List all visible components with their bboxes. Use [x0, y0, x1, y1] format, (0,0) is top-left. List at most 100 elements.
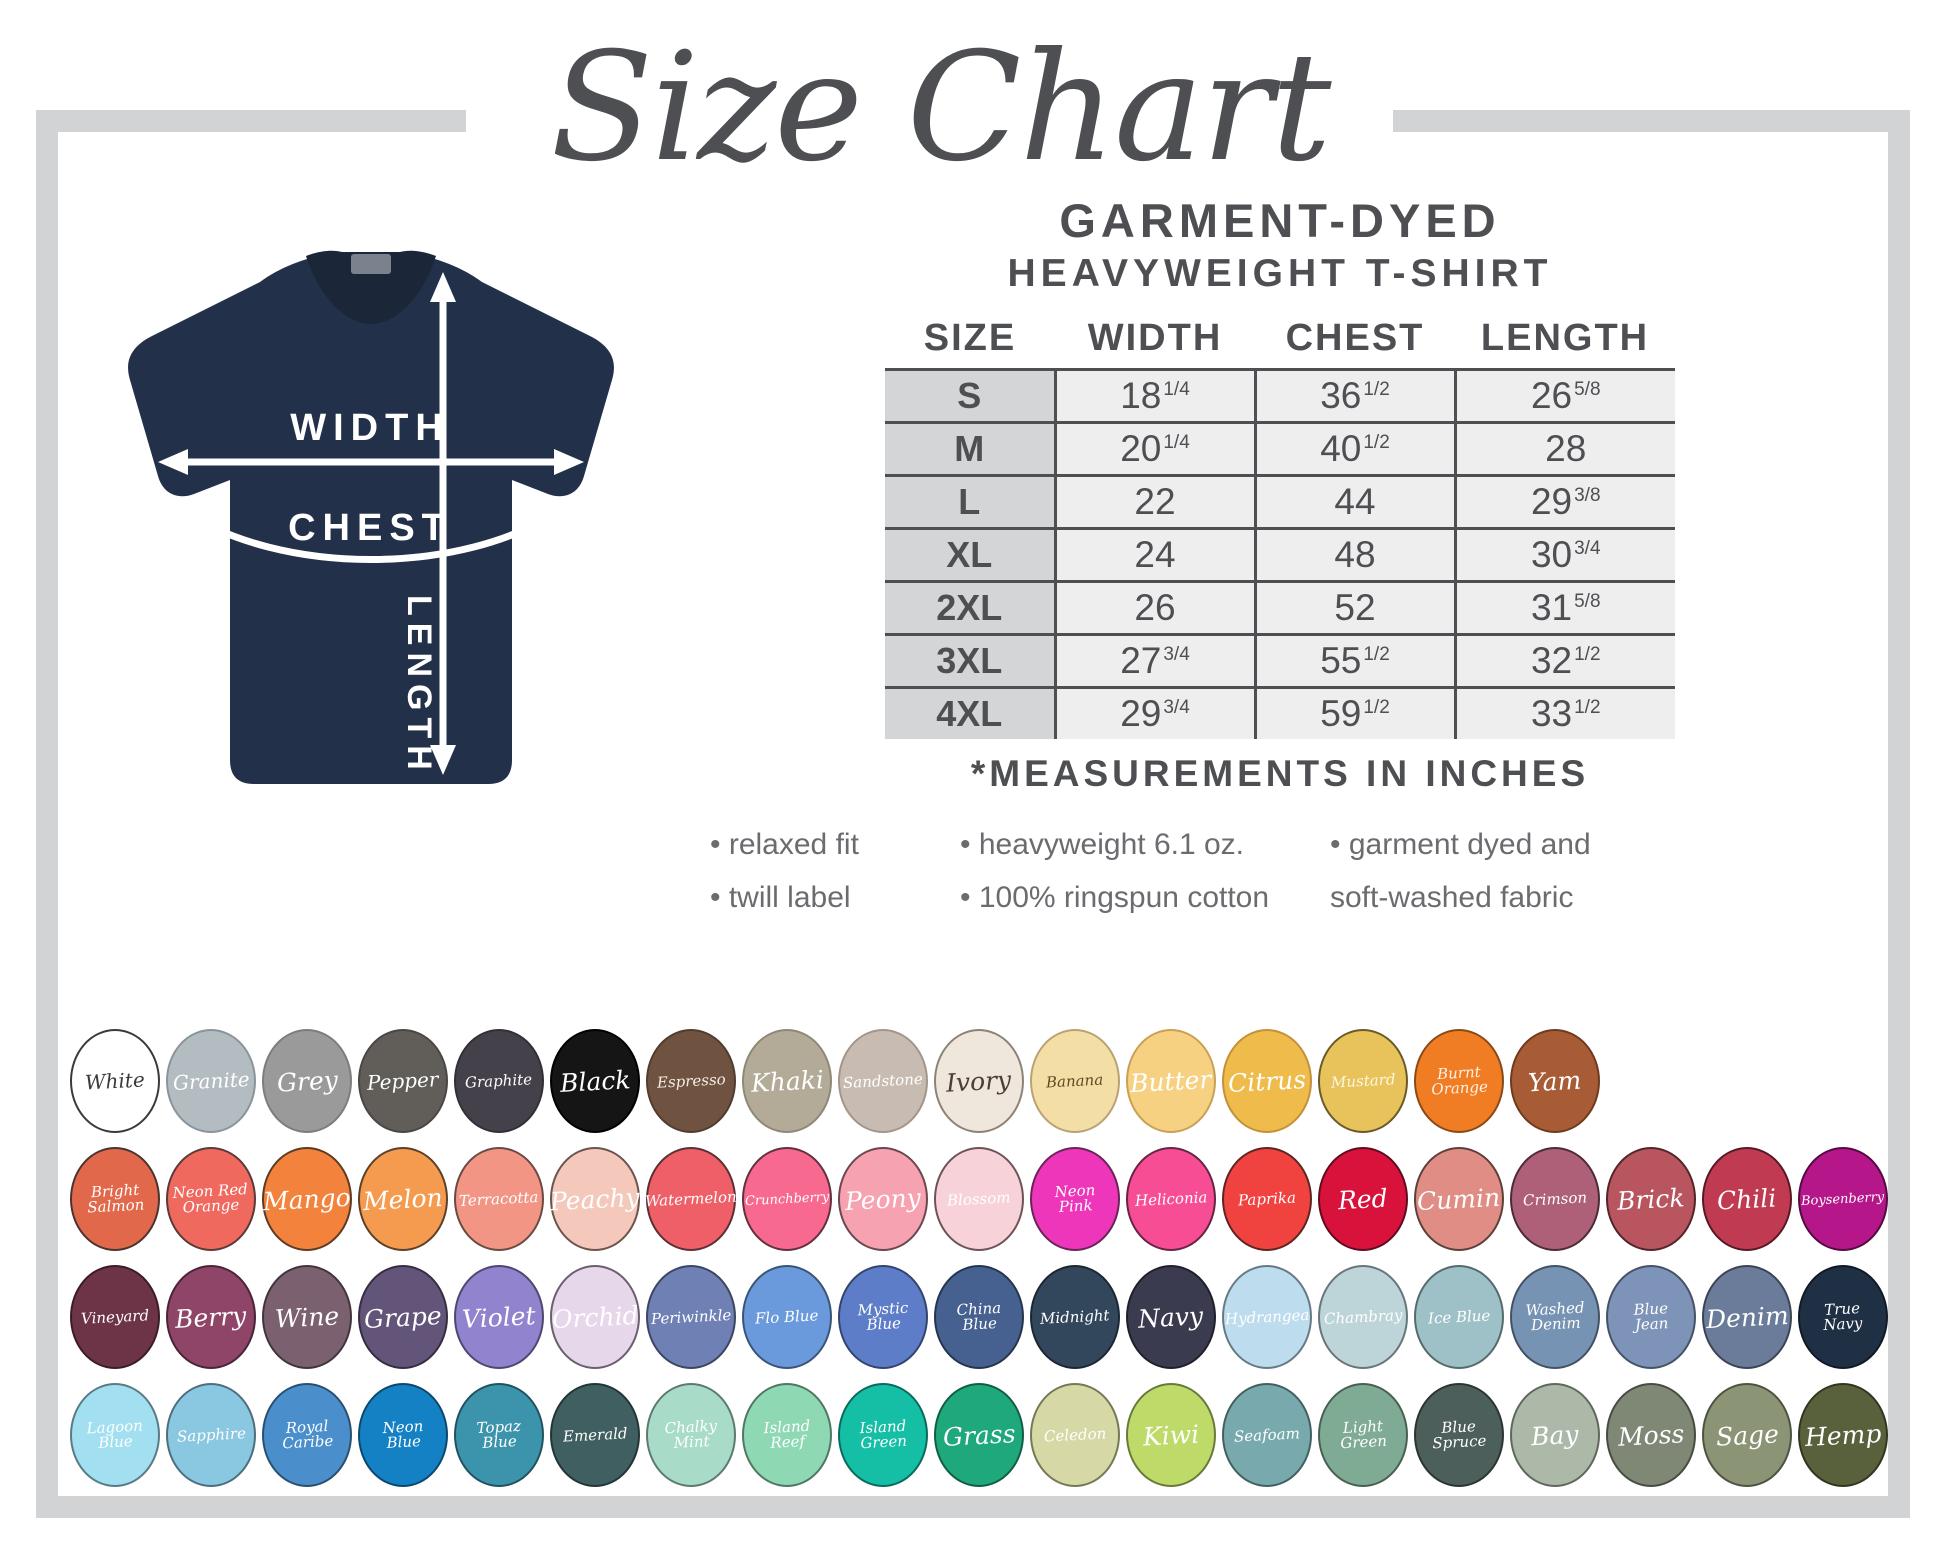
color-swatch[interactable]: Mustard: [1318, 1029, 1408, 1133]
color-swatch[interactable]: Crunchberry: [742, 1147, 832, 1251]
color-swatch[interactable]: Island Reef: [742, 1383, 832, 1487]
color-swatch[interactable]: Burnt Orange: [1414, 1029, 1504, 1133]
color-swatch[interactable]: Boysenberry: [1798, 1147, 1888, 1251]
frame-border-right: [1888, 110, 1910, 1518]
color-swatch[interactable]: Paprika: [1222, 1147, 1312, 1251]
color-swatch[interactable]: Neon Blue: [358, 1383, 448, 1487]
color-swatch[interactable]: Banana: [1030, 1029, 1120, 1133]
feature-item: • relaxed fit: [710, 828, 859, 862]
shirt-width-label: WIDTH: [290, 407, 450, 449]
color-swatch[interactable]: Crimson: [1510, 1147, 1600, 1251]
color-swatch[interactable]: Bright Salmon: [70, 1147, 160, 1251]
cell-length: 31 5/8: [1453, 580, 1675, 637]
color-swatch[interactable]: China Blue: [934, 1265, 1024, 1369]
color-swatch[interactable]: Peony: [838, 1147, 928, 1251]
color-swatch[interactable]: Flo Blue: [742, 1265, 832, 1369]
color-swatch[interactable]: Washed Denim: [1510, 1265, 1600, 1369]
color-swatch[interactable]: White: [70, 1029, 160, 1133]
color-swatch[interactable]: Espresso: [646, 1029, 736, 1133]
feature-item: • garment dyed and: [1330, 828, 1591, 862]
color-swatch[interactable]: Blossom: [934, 1147, 1024, 1251]
color-swatch[interactable]: Khaki: [742, 1029, 832, 1133]
color-swatch[interactable]: Wine: [262, 1265, 352, 1369]
color-swatch[interactable]: Celedon: [1030, 1383, 1120, 1487]
color-swatch[interactable]: Kiwi: [1126, 1383, 1216, 1487]
color-swatch[interactable]: Moss: [1606, 1383, 1696, 1487]
color-swatch[interactable]: Hemp: [1798, 1383, 1888, 1487]
color-swatch[interactable]: Cumin: [1414, 1147, 1504, 1251]
color-swatch[interactable]: Navy: [1126, 1265, 1216, 1369]
color-swatch[interactable]: Butter: [1126, 1029, 1216, 1133]
color-swatch[interactable]: Chambray: [1318, 1265, 1408, 1369]
color-swatch[interactable]: Denim: [1702, 1265, 1792, 1369]
color-swatch[interactable]: Graphite: [454, 1029, 544, 1133]
color-swatch[interactable]: Citrus: [1222, 1029, 1312, 1133]
shirt-length-label: LENGTH: [400, 595, 438, 777]
color-swatch[interactable]: Neon Red Orange: [166, 1147, 256, 1251]
color-swatch[interactable]: Peachy: [549, 1147, 641, 1251]
color-swatch-label: Butter: [1129, 1064, 1213, 1098]
color-swatch-label: Neon Blue: [381, 1416, 424, 1452]
cell-size: 2XL: [885, 580, 1057, 637]
color-swatch[interactable]: Grape: [358, 1265, 448, 1369]
feature-item: • twill label: [710, 880, 851, 914]
color-swatch[interactable]: Sandstone: [838, 1029, 928, 1133]
cell-size: L: [885, 474, 1057, 531]
color-swatch-label: Orchid: [551, 1300, 639, 1334]
color-swatch[interactable]: Emerald: [550, 1383, 640, 1487]
color-swatch[interactable]: Sapphire: [166, 1383, 256, 1487]
color-swatch[interactable]: Granite: [166, 1029, 256, 1133]
color-swatch-label: Wine: [274, 1300, 340, 1334]
color-swatch[interactable]: Midnight: [1030, 1265, 1120, 1369]
color-swatch[interactable]: Red: [1318, 1147, 1408, 1251]
color-swatch[interactable]: Ice Blue: [1414, 1265, 1504, 1369]
cell-chest: 44: [1253, 474, 1457, 531]
color-swatch[interactable]: True Navy: [1798, 1265, 1888, 1369]
color-swatch[interactable]: Topaz Blue: [454, 1383, 544, 1487]
color-swatch[interactable]: Bay: [1510, 1383, 1600, 1487]
color-swatch[interactable]: Heliconia: [1126, 1147, 1216, 1251]
cell-length: 30 3/4: [1453, 527, 1675, 584]
color-swatch[interactable]: Hydrangea: [1222, 1265, 1312, 1369]
color-swatch[interactable]: Berry: [166, 1265, 256, 1369]
color-swatch[interactable]: Sage: [1702, 1383, 1792, 1487]
cell-chest: 48: [1253, 527, 1457, 584]
color-swatch[interactable]: Chili: [1702, 1147, 1792, 1251]
feature-item: • 100% ringspun cotton: [960, 880, 1270, 914]
color-swatch-label: Celedon: [1043, 1423, 1107, 1446]
color-swatch[interactable]: Periwinkle: [646, 1265, 736, 1369]
color-swatch[interactable]: Melon: [358, 1147, 448, 1251]
color-swatch[interactable]: Vineyard: [70, 1265, 160, 1369]
color-swatch[interactable]: Mystic Blue: [838, 1265, 928, 1369]
color-swatch-label: Grape: [363, 1300, 443, 1334]
color-swatch[interactable]: Neon Pink: [1030, 1147, 1120, 1251]
cell-size: 4XL: [885, 686, 1057, 740]
color-swatch[interactable]: Grey: [262, 1029, 352, 1133]
color-swatch[interactable]: Royal Caribe: [262, 1383, 352, 1487]
color-swatch[interactable]: Grass: [934, 1383, 1024, 1487]
color-swatch[interactable]: Black: [550, 1029, 640, 1133]
color-swatch-label: Midnight: [1039, 1305, 1111, 1328]
color-swatch[interactable]: Blue Spruce: [1414, 1383, 1504, 1487]
color-swatch[interactable]: Light Green: [1318, 1383, 1408, 1487]
color-swatch-grid: White Granite Grey Pepper Graphite Black Espre…: [70, 1022, 1888, 1494]
color-swatch[interactable]: Lagoon Blue: [70, 1383, 160, 1487]
cell-chest: 52: [1253, 580, 1457, 637]
color-swatch[interactable]: Chalky Mint: [646, 1383, 736, 1487]
color-swatch[interactable]: Island Green: [838, 1383, 928, 1487]
color-swatch[interactable]: Seafoam: [1222, 1383, 1312, 1487]
color-swatch[interactable]: Ivory: [934, 1029, 1024, 1133]
color-swatch[interactable]: Blue Jean: [1606, 1265, 1696, 1369]
shirt-chest-label: CHEST: [288, 507, 452, 549]
frame-border-top-right: [1393, 110, 1910, 132]
color-swatch[interactable]: Orchid: [550, 1265, 640, 1369]
color-swatch[interactable]: Yam: [1510, 1029, 1600, 1133]
measurement-note: *MEASUREMENTS IN INCHES: [970, 753, 1590, 795]
color-swatch[interactable]: Watermelon: [645, 1147, 737, 1251]
color-swatch[interactable]: Mango: [262, 1147, 352, 1251]
color-swatch-label: Light Green: [1339, 1416, 1388, 1453]
color-swatch[interactable]: Pepper: [358, 1029, 448, 1133]
color-swatch[interactable]: Violet: [454, 1265, 544, 1369]
color-swatch[interactable]: Terracotta: [454, 1147, 544, 1251]
color-swatch[interactable]: Brick: [1606, 1147, 1696, 1251]
